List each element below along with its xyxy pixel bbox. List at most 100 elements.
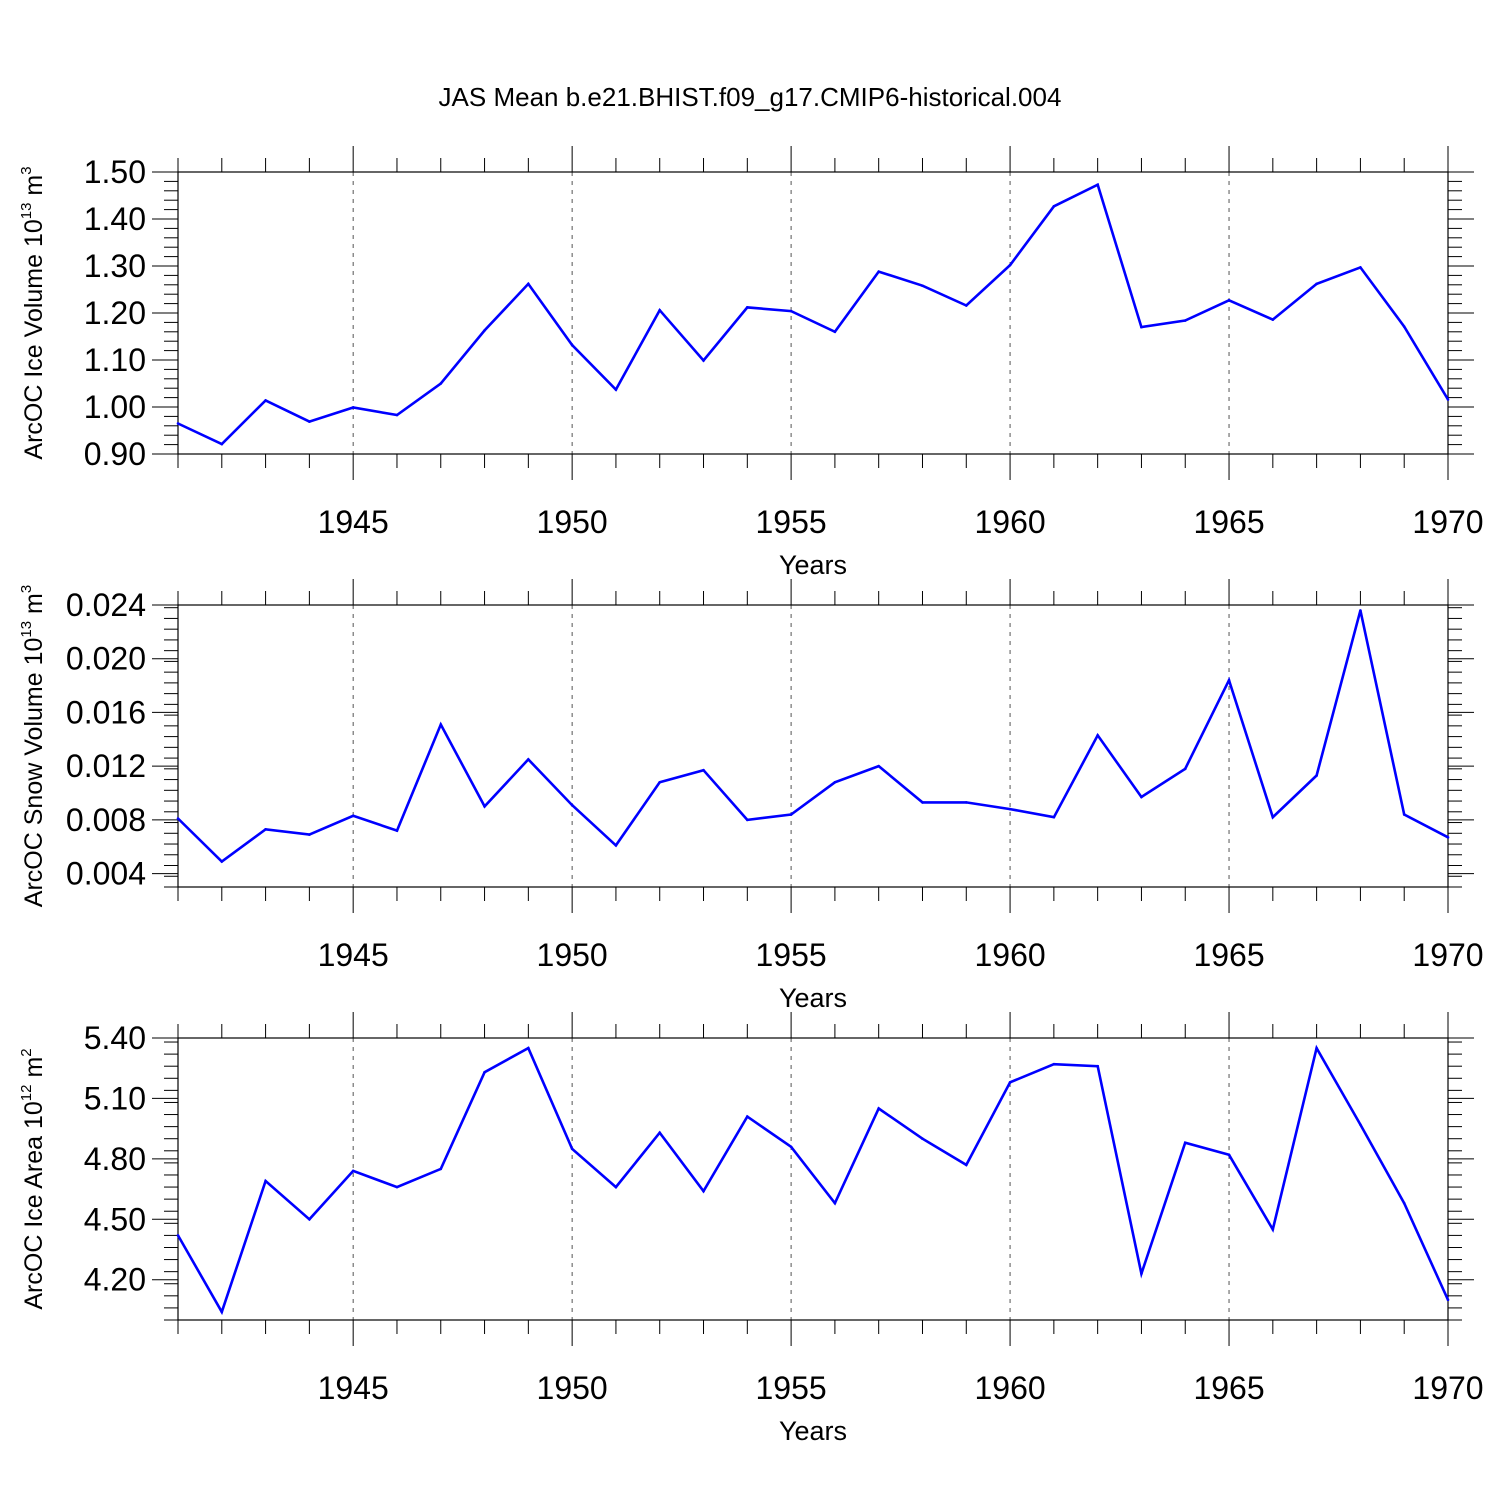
panels: 0.90 1.00 1.10 1.20 1.30 1.40 1.50 1945 1950 1955… <box>18 146 1484 1446</box>
data-point <box>833 330 837 334</box>
data-point <box>877 1107 880 1110</box>
data-point <box>789 309 793 313</box>
data-point <box>1359 266 1362 269</box>
data-point <box>1052 1062 1056 1066</box>
data-point <box>220 860 224 863</box>
y-tick-label: 0.008 <box>66 802 146 838</box>
y-axis-label-superscript: 13 <box>18 203 35 220</box>
y-tick-label: 5.10 <box>84 1080 146 1116</box>
data-point <box>702 359 705 362</box>
data-point <box>308 420 311 423</box>
data-point <box>614 388 618 391</box>
x-axis-label: Years <box>779 983 847 1013</box>
x-tick-label: 1970 <box>1412 937 1483 973</box>
x-tick-label: 1970 <box>1412 1370 1483 1406</box>
x-tick-label: 1970 <box>1412 504 1483 540</box>
y-axis-label-text: ArcOC Snow Volume 10 <box>20 638 48 908</box>
data-point <box>877 270 880 273</box>
series-line <box>177 610 1449 864</box>
data-point <box>658 780 662 784</box>
x-axis-label: Years <box>779 550 847 580</box>
x-tick-label: 1965 <box>1193 937 1264 973</box>
data-point <box>1402 325 1406 328</box>
data-point <box>658 308 662 312</box>
x-tick-label: 1960 <box>974 504 1045 540</box>
data-point <box>921 1137 924 1141</box>
y-axis-label-superscript: 2 <box>18 1048 35 1056</box>
x-tick-label: 1950 <box>537 937 608 973</box>
figure-title: JAS Mean b.e21.BHIST.f09_g17.CMIP6-histo… <box>439 82 1062 112</box>
data-point <box>264 827 267 831</box>
y-axis-label: ArcOC Snow Volume 1013 m3 <box>18 585 48 907</box>
series-line <box>177 182 1450 446</box>
data-point <box>1008 807 1012 811</box>
data-point <box>395 413 399 417</box>
panel-3: 4.20 4.50 4.80 5.10 5.40 1945 1950 1955 1960 1965… <box>18 1012 1484 1446</box>
data-point <box>1183 767 1187 771</box>
series-line <box>176 1044 1450 1316</box>
data-point <box>395 829 399 832</box>
data-point <box>439 1167 443 1171</box>
data-point <box>1227 1153 1231 1157</box>
data-point <box>1315 282 1318 286</box>
data-point <box>746 818 749 822</box>
data-point <box>570 343 574 347</box>
data-point <box>1052 815 1056 819</box>
data-point <box>220 442 224 446</box>
data-point <box>1271 815 1275 819</box>
data-point <box>746 1115 749 1118</box>
y-axis-label-text: m <box>20 593 48 621</box>
data-point <box>439 382 443 385</box>
data-point <box>570 803 574 807</box>
y-tick-label: 0.024 <box>66 587 146 623</box>
data-point <box>1227 678 1231 682</box>
data-point <box>1271 318 1275 321</box>
x-tick-label: 1960 <box>974 937 1045 973</box>
y-tick-label: 4.20 <box>84 1262 146 1298</box>
data-point <box>395 1185 399 1189</box>
x-tick-label: 1955 <box>756 1370 827 1406</box>
y-axis-label-text: ArcOC Ice Volume 10 <box>20 219 48 459</box>
x-tick-label: 1945 <box>318 937 389 973</box>
y-tick-label: 0.012 <box>66 748 146 784</box>
y-tick-label: 0.90 <box>84 436 146 472</box>
data-point <box>1140 1272 1143 1275</box>
y-tick-label: 0.004 <box>66 856 146 892</box>
data-point <box>264 399 267 402</box>
y-tick-label: 4.50 <box>84 1201 146 1237</box>
y-tick-label: 1.20 <box>84 295 146 331</box>
data-point <box>308 1217 311 1221</box>
data-point <box>483 805 486 808</box>
data-point <box>527 1046 530 1050</box>
data-point <box>351 406 355 409</box>
data-point <box>921 284 924 288</box>
x-tick-label: 1950 <box>537 504 608 540</box>
data-point <box>833 780 837 784</box>
data-point <box>746 306 749 309</box>
data-point <box>176 817 180 820</box>
data-point <box>439 723 443 726</box>
data-point <box>1183 319 1187 322</box>
data-point <box>1140 325 1143 329</box>
y-tick-label: 1.40 <box>84 201 146 237</box>
data-point <box>1446 836 1450 839</box>
data-point <box>264 1179 267 1183</box>
data-point <box>702 768 705 772</box>
data-point <box>1446 1298 1450 1302</box>
data-point <box>1315 774 1318 777</box>
data-point <box>220 1310 224 1314</box>
y-axis-label-superscript: 13 <box>18 621 35 638</box>
plot-frame <box>177 1037 1449 1321</box>
data-point <box>1402 813 1406 816</box>
data-point <box>176 422 180 425</box>
y-tick-label: 1.30 <box>84 248 146 284</box>
data-point <box>964 801 968 804</box>
data-point <box>1402 1201 1406 1205</box>
x-tick-label: 1945 <box>318 1370 389 1406</box>
data-point <box>351 814 355 818</box>
y-axis-label-superscript: 3 <box>18 585 35 593</box>
panel-1: 0.90 1.00 1.10 1.20 1.30 1.40 1.50 1945 1950 1955… <box>18 146 1484 580</box>
y-tick-label: 5.40 <box>84 1020 146 1056</box>
data-point <box>789 1145 793 1149</box>
